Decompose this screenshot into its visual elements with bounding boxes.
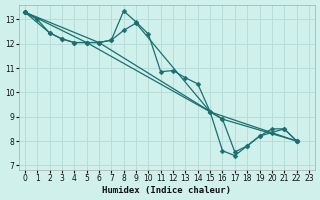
X-axis label: Humidex (Indice chaleur): Humidex (Indice chaleur)	[102, 186, 231, 195]
